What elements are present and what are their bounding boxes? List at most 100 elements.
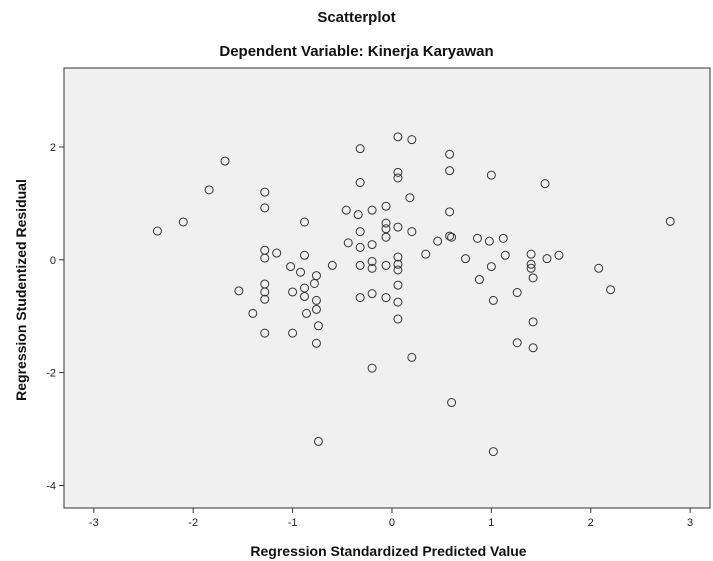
- axes: -3 -2 -1 0 1 2 3 -4 -2 0 2: [46, 142, 693, 529]
- chart-title: Scatterplot: [317, 9, 396, 26]
- data-point: [445, 149, 455, 159]
- data-point: [393, 265, 403, 275]
- data-point: [234, 286, 244, 296]
- data-point: [313, 436, 323, 446]
- data-point: [355, 260, 365, 270]
- data-point: [260, 287, 270, 297]
- data-point: [300, 291, 310, 301]
- data-point: [393, 252, 403, 262]
- data-point: [355, 178, 365, 188]
- data-point: [486, 262, 496, 272]
- data-point: [512, 288, 522, 298]
- data-point: [272, 248, 282, 258]
- data-point: [381, 201, 391, 211]
- data-point: [472, 233, 482, 243]
- data-point: [327, 260, 337, 270]
- data-point: [367, 289, 377, 299]
- data-point: [393, 259, 403, 269]
- data-point: [300, 217, 310, 227]
- data-point: [542, 254, 552, 264]
- data-point: [393, 314, 403, 324]
- data-point: [512, 338, 522, 348]
- data-point: [286, 262, 296, 272]
- data-point: [393, 222, 403, 232]
- data-point: [528, 343, 538, 353]
- data-point: [474, 275, 484, 285]
- data-point: [204, 185, 214, 195]
- data-point: [445, 231, 455, 241]
- chart-subtitle: Dependent Variable: Kinerja Karyawan: [219, 43, 494, 60]
- data-point: [353, 210, 363, 220]
- data-point: [407, 352, 417, 362]
- data-point: [540, 179, 550, 189]
- data-point: [393, 297, 403, 307]
- x-tick-label: -3: [89, 517, 99, 529]
- data-point: [260, 187, 270, 197]
- data-point: [178, 217, 188, 227]
- y-tick-label: 2: [50, 142, 56, 154]
- x-axis-label: Regression Standardized Predicted Value: [250, 543, 527, 559]
- data-point: [260, 203, 270, 213]
- data-point: [445, 207, 455, 217]
- data-point: [486, 170, 496, 180]
- data-point: [311, 304, 321, 314]
- data-point: [355, 144, 365, 154]
- data-point: [488, 295, 498, 305]
- x-tick-label: 1: [488, 517, 494, 529]
- data-point: [528, 317, 538, 327]
- y-tick-label: -4: [46, 480, 56, 492]
- data-point: [288, 287, 298, 297]
- data-point: [152, 226, 162, 236]
- data-point: [355, 227, 365, 237]
- data-point: [355, 242, 365, 252]
- data-point: [421, 249, 431, 259]
- data-point: [296, 267, 306, 277]
- data-point: [367, 363, 377, 373]
- data-point: [300, 250, 310, 260]
- data-point: [665, 216, 675, 226]
- data-point: [528, 273, 538, 283]
- data-point: [248, 308, 258, 318]
- data-point: [498, 233, 508, 243]
- data-point: [220, 156, 230, 166]
- data-point: [367, 240, 377, 250]
- data-point: [260, 253, 270, 263]
- data-point: [500, 250, 510, 260]
- data-point: [301, 308, 311, 318]
- data-point: [381, 293, 391, 303]
- plot-area: [63, 67, 711, 509]
- data-point: [311, 271, 321, 281]
- x-tick-label: 2: [588, 517, 594, 529]
- data-point: [367, 256, 377, 266]
- data-point: [407, 227, 417, 237]
- data-point: [484, 236, 494, 246]
- x-tick-label: -1: [288, 517, 298, 529]
- data-point: [606, 285, 616, 295]
- data-point: [526, 263, 536, 273]
- data-point: [367, 263, 377, 273]
- x-tick-label: -2: [188, 517, 198, 529]
- data-point: [260, 294, 270, 304]
- data-point: [405, 193, 415, 203]
- y-tick-label: -2: [46, 368, 56, 380]
- data-point: [393, 167, 403, 177]
- data-point: [311, 295, 321, 305]
- data-point: [526, 249, 536, 259]
- data-point: [381, 260, 391, 270]
- data-point: [594, 263, 604, 273]
- data-point: [260, 328, 270, 338]
- x-tick-label: 3: [687, 517, 693, 529]
- data-point: [433, 236, 443, 246]
- data-point: [313, 321, 323, 331]
- data-point: [355, 293, 365, 303]
- data-point: [447, 232, 457, 242]
- data-point: [311, 338, 321, 348]
- data-point: [407, 135, 417, 145]
- data-points: [152, 132, 675, 457]
- data-point: [343, 238, 353, 248]
- data-point: [367, 205, 377, 215]
- x-tick-label: 0: [389, 517, 395, 529]
- data-point: [381, 218, 391, 228]
- data-point: [526, 259, 536, 269]
